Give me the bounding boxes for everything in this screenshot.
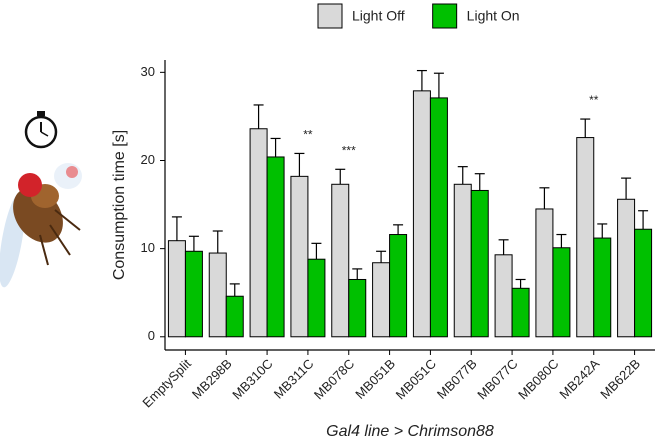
bar: [208, 252, 227, 338]
bar: [511, 287, 530, 338]
bar: [552, 247, 571, 338]
bar: [412, 90, 431, 338]
significance-label: ***: [342, 143, 356, 157]
bar: [331, 183, 350, 338]
legend-label: Light On: [467, 8, 520, 24]
bar: [617, 198, 636, 338]
bar: [184, 250, 203, 338]
x-tick-label: MB077C: [474, 356, 520, 402]
x-tick-label: MB310C: [229, 356, 275, 402]
y-tick-label: 0: [148, 328, 155, 343]
bar: [290, 175, 309, 338]
x-tick-label: MB077B: [434, 356, 480, 402]
bar: [429, 97, 448, 338]
x-tick-label: MB078C: [311, 356, 357, 402]
bar: [389, 234, 408, 338]
y-tick-label: 20: [141, 152, 155, 167]
legend-swatch: [432, 3, 458, 29]
x-axis-title: Gal4 line > Chrimson88: [326, 423, 494, 440]
significance-label: **: [589, 93, 599, 107]
x-tick-label: MB080C: [515, 356, 561, 402]
legend-label: Light Off: [352, 8, 405, 24]
legend-swatch: [317, 3, 343, 29]
x-tick-label: EmptySplit: [139, 356, 194, 411]
bar: [634, 228, 653, 338]
y-axis-title: Consumption time [s]: [111, 130, 128, 280]
bar: [348, 278, 367, 338]
bar: [535, 208, 554, 338]
x-tick-label: MB051C: [393, 356, 439, 402]
y-tick-label: 10: [141, 240, 155, 255]
bar: [225, 295, 244, 338]
bar: [470, 189, 489, 338]
bar: [494, 254, 513, 338]
x-tick-label: MB298B: [189, 356, 235, 402]
bar: [576, 137, 595, 338]
x-tick-label: MB051B: [352, 356, 398, 402]
bar: [167, 240, 186, 338]
bar: [266, 156, 285, 338]
bar: [307, 258, 326, 338]
x-tick-label: MB622B: [597, 356, 643, 402]
y-tick-label: 30: [141, 64, 155, 79]
bar: [593, 237, 612, 338]
fly-illustration: [0, 111, 82, 288]
x-tick-label: MB311C: [271, 356, 317, 402]
bar: [453, 183, 472, 338]
x-tick-label: MB242A: [556, 356, 602, 402]
bar: [249, 128, 268, 338]
significance-label: **: [303, 128, 313, 142]
bar: [372, 262, 391, 338]
